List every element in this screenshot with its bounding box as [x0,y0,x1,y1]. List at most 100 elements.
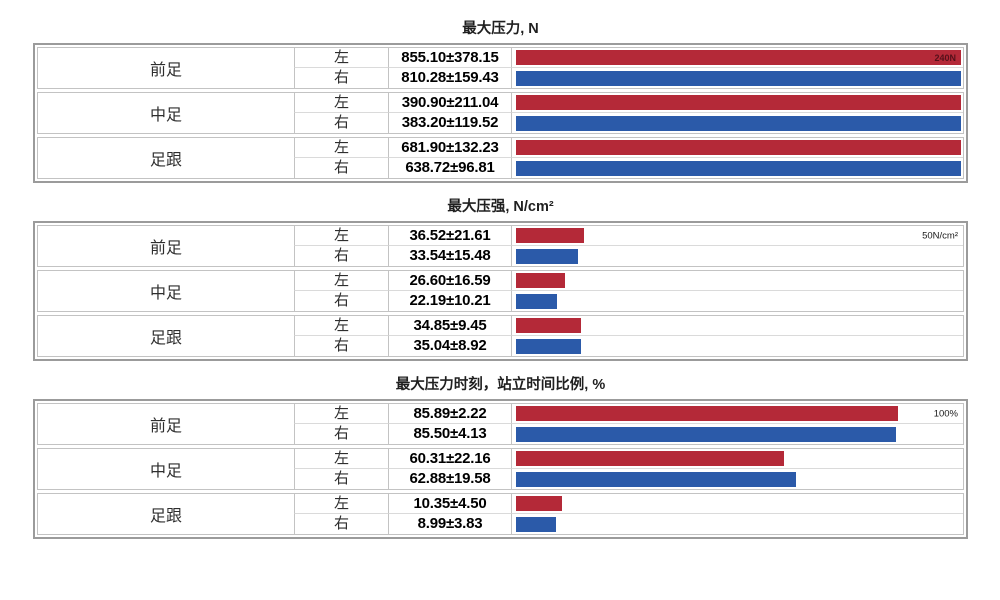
bar-cell [511,316,963,336]
right-bar [516,70,961,86]
side-label: 右 [294,469,388,489]
side-label: 右 [294,113,388,133]
right-bar [516,248,579,264]
value-cell: 60.31±22.16 [388,449,511,469]
right-bar [516,293,558,309]
side-label: 左 [294,93,388,113]
value-cell: 35.04±8.92 [388,336,511,356]
bar-cell: 100% [511,404,963,424]
side-label: 右 [294,246,388,266]
bar-cell [511,336,963,356]
left-bar [516,95,961,110]
side-label: 右 [294,291,388,311]
side-label: 右 [294,158,388,178]
region-group: 前足 左 36.52±21.61 50N/cm² 右 33.54±15.48 [37,225,964,267]
left-bar [516,273,566,288]
scale-marker-label: 240N [934,52,956,63]
value-cell: 85.50±4.13 [388,424,511,444]
region-label: 前足 [149,418,182,435]
max-pressure-table: 前足左 36.52±21.61 50N/cm² 右 33.54±15.48 中足左 26.6… [33,221,968,361]
right-bar [516,426,897,442]
bar-cell [511,158,963,178]
bar-cell [511,271,963,291]
region-group: 足跟 左 681.90±132.23 右 638.72±96.81 [37,137,964,179]
value-cell: 10.35±4.50 [388,494,511,514]
left-bar [516,228,584,243]
bar-cell [511,514,963,534]
side-label: 左 [294,494,388,514]
region-label: 中足 [149,285,182,302]
value-cell: 810.28±159.43 [388,68,511,88]
right-bar [516,471,796,487]
side-label: 左 [294,449,388,469]
side-label: 右 [294,514,388,534]
value-cell: 36.52±21.61 [388,226,511,246]
bar-cell [511,291,963,311]
scale-marker-label: 50N/cm² [922,230,958,241]
left-bar [516,318,581,333]
value-cell: 638.72±96.81 [388,158,511,178]
region-group: 足跟 左 10.35±4.50 右 8.99±3.83 [37,493,964,535]
region-label: 前足 [149,240,182,257]
bar-cell: 50N/cm² [511,226,963,246]
region-label: 前足 [149,62,182,79]
region-group: 前足 左 85.89±2.22 100% 右 85.50±4.13 [37,403,964,445]
region-label: 足跟 [149,330,182,347]
side-label: 左 [294,138,388,158]
region-group: 足跟 左 34.85±9.45 右 35.04±8.92 [37,315,964,357]
scale-marker-label: 100% [933,408,958,419]
value-cell: 8.99±3.83 [388,514,511,534]
left-bar [516,50,961,65]
side-label: 右 [294,336,388,356]
bar-cell: 240N [511,48,963,68]
left-bar [516,496,563,511]
bar-cell [511,449,963,469]
side-label: 右 [294,424,388,444]
max-force-block: 最大压力, N 前足左 855.10±378.15 240N 右 810.28±159.… [33,20,968,183]
side-label: 左 [294,271,388,291]
table-title-max-pressure: 最大压强, N/cm² [447,199,554,215]
max-force-table: 前足左 855.10±378.15 240N 右 810.28±159.43 中足左 390… [33,43,968,183]
region-label: 中足 [149,463,182,480]
value-cell: 681.90±132.23 [388,138,511,158]
region-label: 中足 [149,107,182,124]
bar-cell [511,68,963,88]
left-bar [516,406,899,421]
side-label: 左 [294,226,388,246]
left-bar [516,140,961,155]
bar-cell [511,494,963,514]
value-cell: 33.54±15.48 [388,246,511,266]
region-group: 中足 左 390.90±211.04 右 383.20±119.52 [37,92,964,134]
table-title-max-force: 最大压力, N [462,21,539,37]
table-title-max-force-time: 最大压力时刻，站立时间比例, % [395,377,606,393]
region-group: 中足 左 60.31±22.16 右 62.88±19.58 [37,448,964,490]
region-group: 中足 左 26.60±16.59 右 22.19±10.21 [37,270,964,312]
max-pressure-block: 最大压强, N/cm² 前足左 36.52±21.61 50N/cm² 右 33.54±… [33,198,968,361]
max-force-time-block: 最大压力时刻，站立时间比例, % 前足左 85.89±2.22 100% 右 85.50… [33,376,968,539]
value-cell: 383.20±119.52 [388,113,511,133]
region-label: 足跟 [149,152,182,169]
bar-cell [511,469,963,489]
bar-cell [511,246,963,266]
bar-cell [511,138,963,158]
value-cell: 62.88±19.58 [388,469,511,489]
region-group: 前足 左 855.10±378.15 240N 右 810.28±159.43 [37,47,964,89]
side-label: 左 [294,48,388,68]
value-cell: 26.60±16.59 [388,271,511,291]
value-cell: 390.90±211.04 [388,93,511,113]
max-force-time-table: 前足左 85.89±2.22 100% 右 85.50±4.13 中足左 60.31±22.… [33,399,968,539]
side-label: 右 [294,68,388,88]
right-bar [516,160,961,176]
right-bar [516,115,961,131]
value-cell: 85.89±2.22 [388,404,511,424]
bar-cell [511,424,963,444]
left-bar [516,451,785,466]
right-bar [516,516,556,532]
bar-cell [511,93,963,113]
value-cell: 855.10±378.15 [388,48,511,68]
report-page: 最大压力, N 前足左 855.10±378.15 240N 右 810.28±159.… [33,20,968,539]
bar-cell [511,113,963,133]
value-cell: 22.19±10.21 [388,291,511,311]
value-cell: 34.85±9.45 [388,316,511,336]
right-bar [516,338,581,354]
